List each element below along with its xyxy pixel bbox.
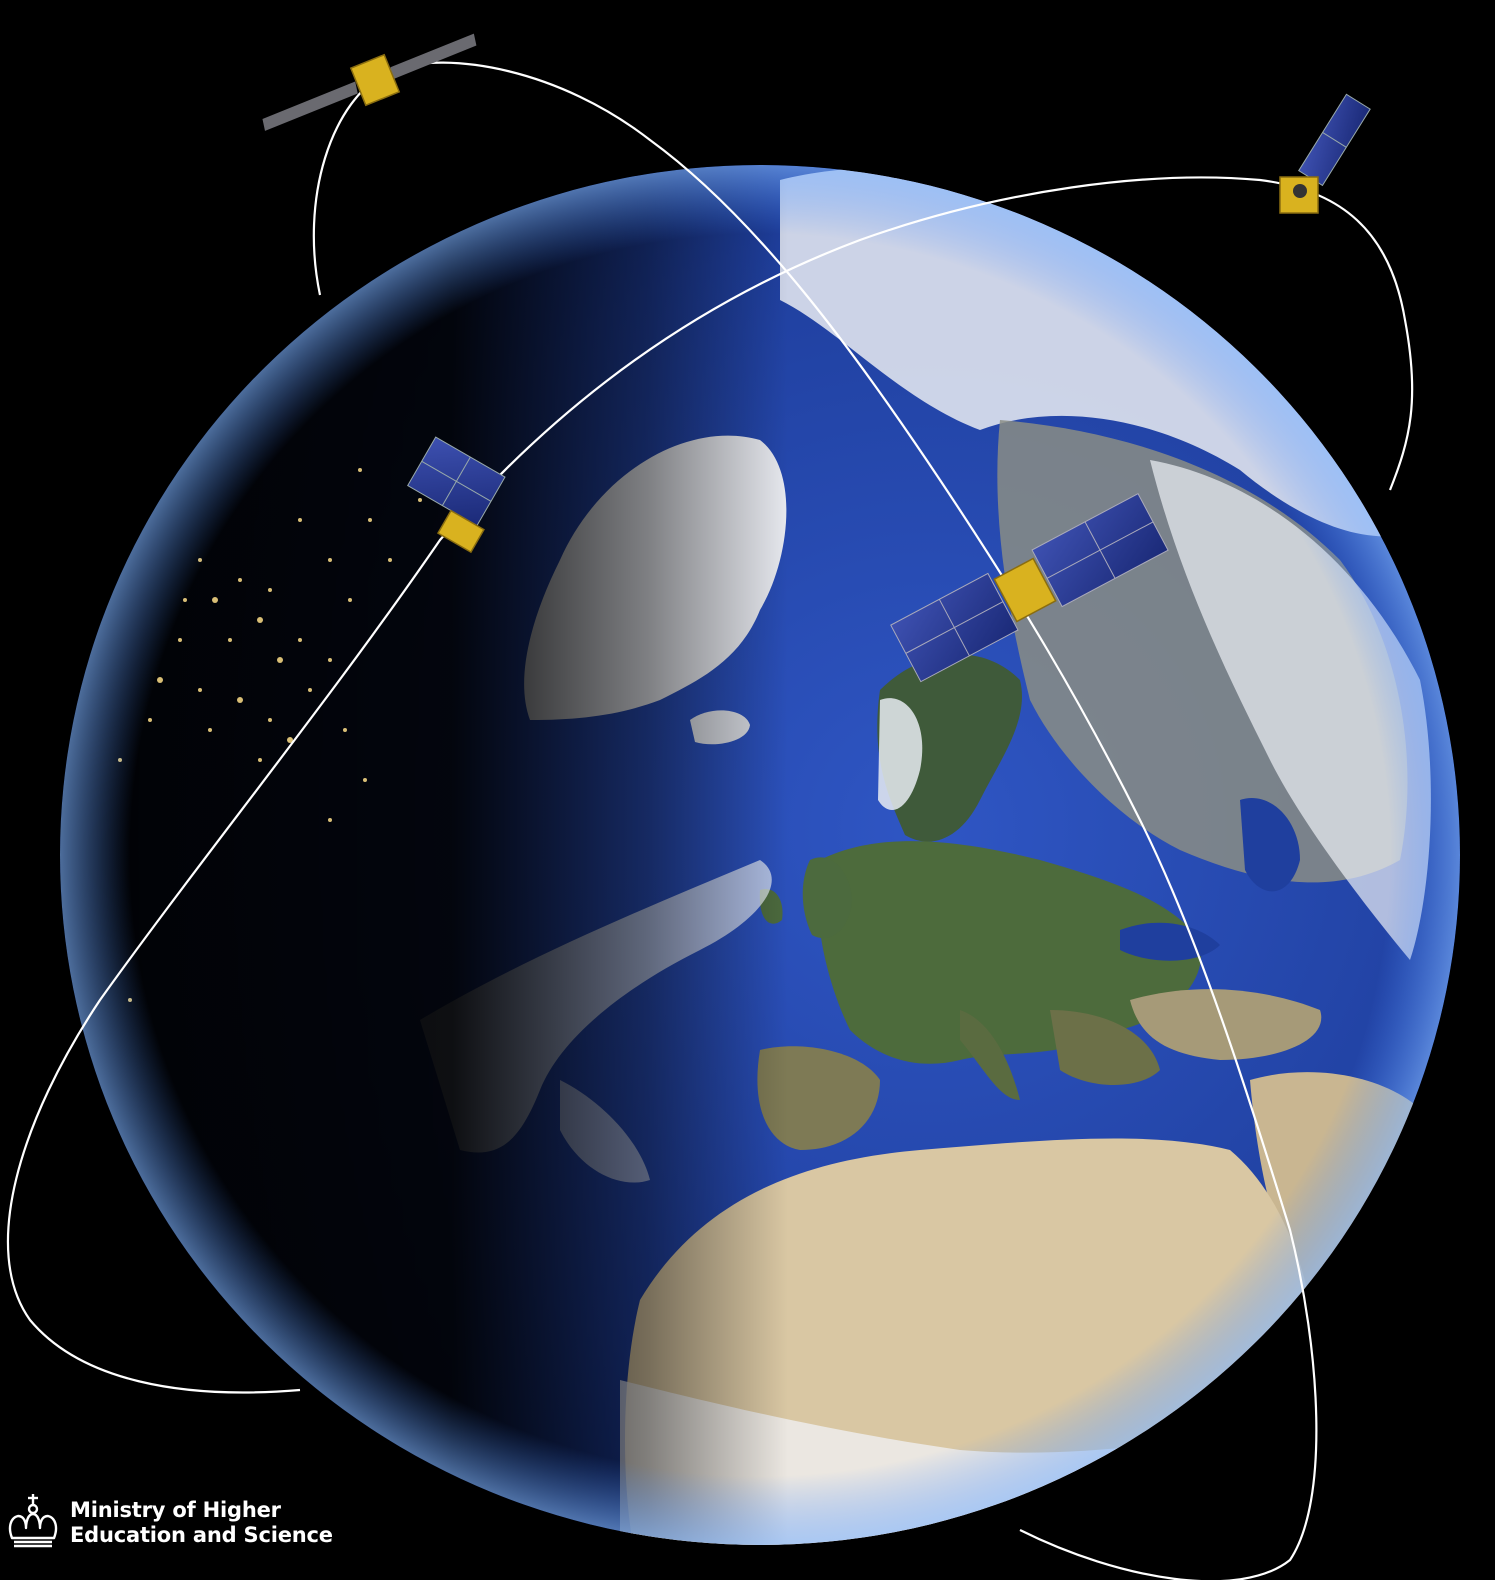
orbit-paths — [6, 61, 1414, 1580]
ministry-logo: Ministry of Higher Education and Science — [4, 1492, 333, 1548]
earth-globe — [60, 165, 1460, 1545]
crown-icon — [8, 1494, 58, 1548]
orbit-path-1 — [312, 61, 1318, 1580]
orbit-path-2 — [6, 176, 1414, 1394]
logo-line-1: Ministry of Higher — [70, 1498, 281, 1522]
satellite-center — [890, 492, 1169, 683]
satellite-top-right — [1279, 93, 1371, 214]
logo-line-2: Education and Science — [70, 1523, 333, 1547]
satellite-mid-left — [407, 436, 506, 554]
satellite-top-left — [262, 33, 477, 131]
